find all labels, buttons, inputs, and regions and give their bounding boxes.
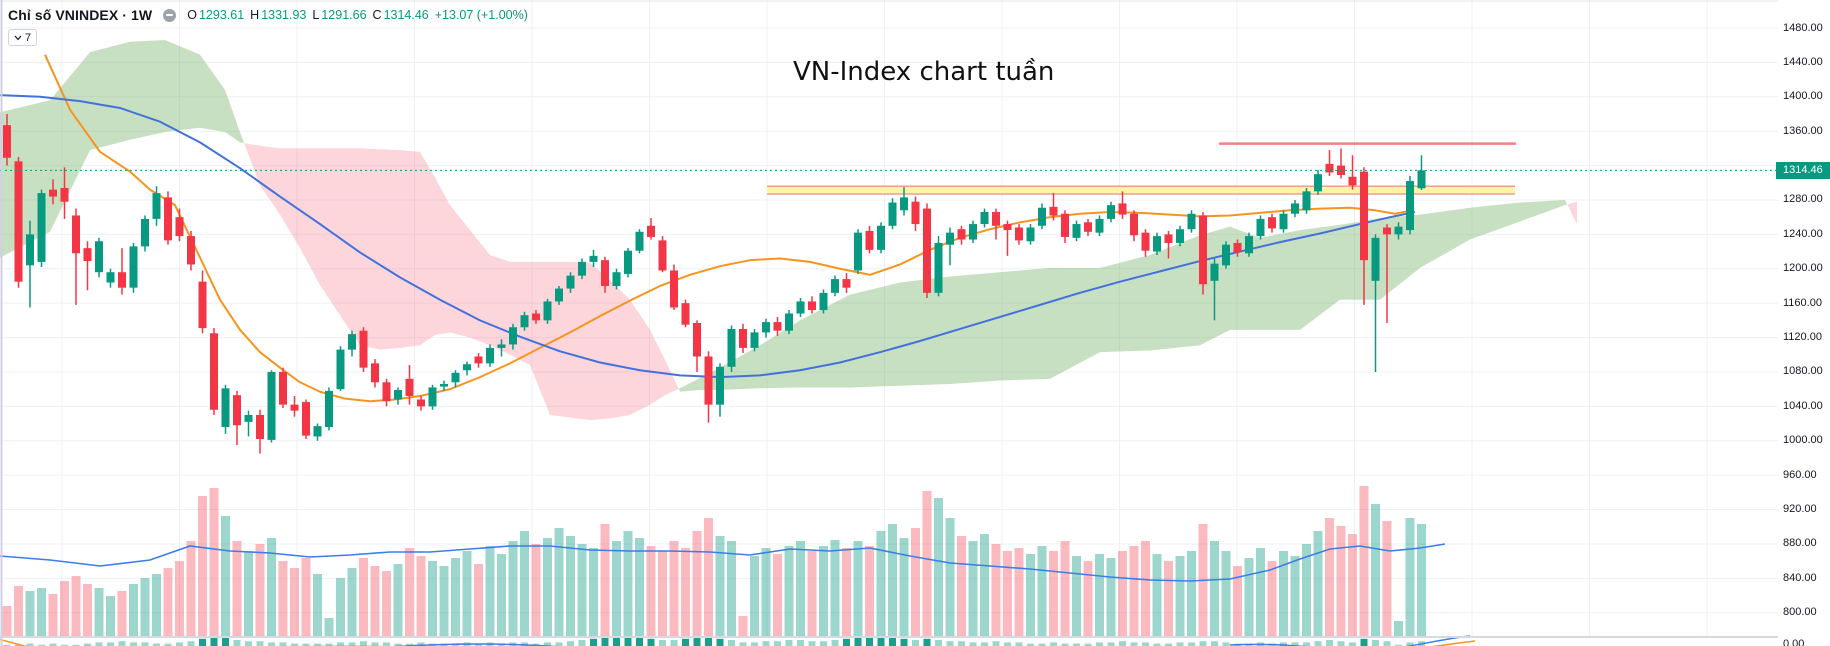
low-value: 1291.66 xyxy=(321,8,367,22)
high-key: H xyxy=(250,8,260,22)
open-value: 1293.61 xyxy=(198,8,245,22)
axis-label-zero: 0.00 xyxy=(1783,638,1805,646)
symbol-title[interactable]: Chỉ số VNINDEX · 1W xyxy=(8,7,153,23)
low-key: L xyxy=(312,8,320,22)
hide-source-icon[interactable] xyxy=(163,8,177,22)
volume-ma-line xyxy=(0,543,1446,582)
axis-label-880: 880.00 xyxy=(1783,537,1817,550)
axis-label-1200: 1200.00 xyxy=(1783,262,1823,275)
close-key: C xyxy=(372,8,382,22)
open-key: O xyxy=(187,8,197,22)
axis-label-1480: 1480.00 xyxy=(1783,21,1823,34)
close-value: 1314.46 xyxy=(383,8,429,22)
axis-label-1440: 1440.00 xyxy=(1783,55,1823,68)
indicator-collapse-button[interactable]: 7 xyxy=(8,29,37,46)
price-axis[interactable]: 1480.00 1440.00 1400.00 1360.00 1280.00 1240.… xyxy=(1778,0,1830,646)
axis-label-960: 960.00 xyxy=(1783,468,1817,481)
axis-label-1160: 1160.00 xyxy=(1783,296,1822,309)
change-value: +13.07 (+1.00%) xyxy=(434,8,528,22)
axis-label-1080: 1080.00 xyxy=(1783,365,1823,378)
axis-label-1240: 1240.00 xyxy=(1783,227,1823,240)
axis-label-1000: 1000.00 xyxy=(1783,434,1823,447)
ohlc-values: O 1293.61 H 1331.93 L 1291.66 C 1314.46 … xyxy=(187,8,528,22)
axis-label-1360: 1360.00 xyxy=(1783,124,1823,137)
legend: Chỉ số VNINDEX · 1W O 1293.61 H 1331.93 … xyxy=(8,7,528,23)
axis-label-920: 920.00 xyxy=(1783,503,1817,516)
axis-label-1120: 1120.00 xyxy=(1783,331,1822,344)
chart-title-annotation: VN-Index chart tuần xyxy=(793,57,1055,87)
axis-label-1280: 1280.00 xyxy=(1783,193,1823,206)
high-value: 1331.93 xyxy=(261,8,307,22)
axis-label-1400: 1400.00 xyxy=(1783,90,1823,103)
macd-pane xyxy=(0,635,1476,646)
ichimoku-cloud xyxy=(0,40,1577,421)
last-price-tag: 1314.46 xyxy=(1776,162,1830,179)
drawing-resistance-band[interactable] xyxy=(767,185,1515,195)
volume-bars xyxy=(2,486,1426,636)
chevron-down-icon xyxy=(14,35,22,40)
candles xyxy=(3,113,1426,454)
axis-label-1040: 1040.00 xyxy=(1783,399,1823,412)
axis-label-800: 800.00 xyxy=(1783,606,1817,619)
axis-label-840: 840.00 xyxy=(1783,571,1817,584)
indicator-count: 7 xyxy=(24,31,32,44)
